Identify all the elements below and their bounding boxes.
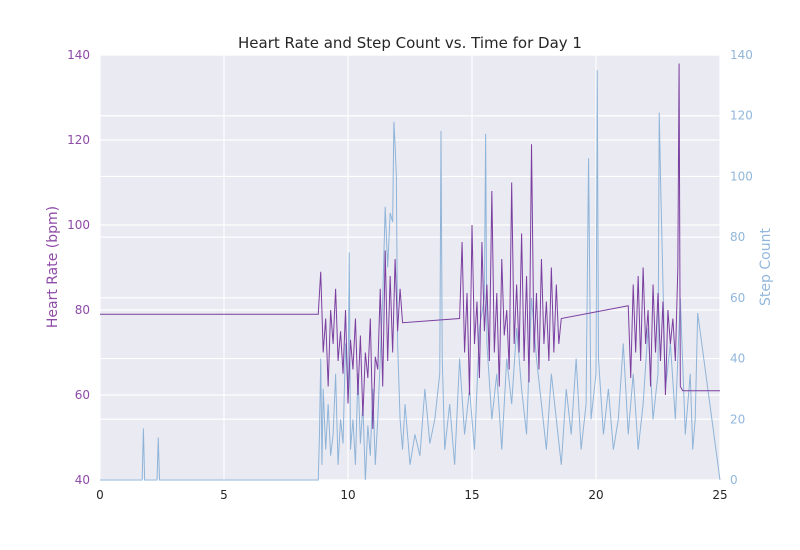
- x-tick-label: 20: [588, 488, 603, 502]
- heart-rate-line: [100, 63, 720, 430]
- x-tick-label: 25: [712, 488, 727, 502]
- y-tick-label: 140: [67, 48, 90, 62]
- y2-tick-label: 100: [730, 169, 753, 183]
- y2-tick-label: 120: [730, 109, 753, 123]
- y2-tick-label: 80: [730, 230, 745, 244]
- y-axis-title: Heart Rate (bpm): [45, 206, 61, 328]
- grid: [99, 54, 721, 481]
- x-tick-label: 5: [220, 488, 228, 502]
- y-tick-label: 60: [75, 388, 90, 402]
- step-count-line: [100, 70, 721, 481]
- chart-title: Heart Rate and Step Count vs. Time for D…: [238, 34, 582, 52]
- x-tick-label: 0: [96, 488, 104, 502]
- x-axis-ticks: 0 5 10 15 20 25: [96, 488, 727, 502]
- y2-axis-title: Step Count: [758, 228, 774, 306]
- plot-background: [100, 55, 720, 480]
- step-count-series: [100, 70, 721, 481]
- y-tick-label: 80: [75, 303, 90, 317]
- y-tick-label: 100: [67, 218, 90, 232]
- left-axis-ticks: 40 60 80 100 120 140: [67, 48, 90, 487]
- heart-rate-series: [100, 63, 720, 430]
- y2-tick-label: 60: [730, 291, 745, 305]
- right-axis-ticks: 0 20 40 60 80 100 120 140: [730, 48, 753, 487]
- x-tick-label: 10: [340, 488, 355, 502]
- y2-tick-label: 40: [730, 352, 745, 366]
- y2-tick-label: 140: [730, 48, 753, 62]
- y2-tick-label: 20: [730, 412, 745, 426]
- y-tick-label: 40: [75, 473, 90, 487]
- y2-tick-label: 0: [730, 473, 738, 487]
- x-tick-label: 15: [464, 488, 479, 502]
- y-tick-label: 120: [67, 133, 90, 147]
